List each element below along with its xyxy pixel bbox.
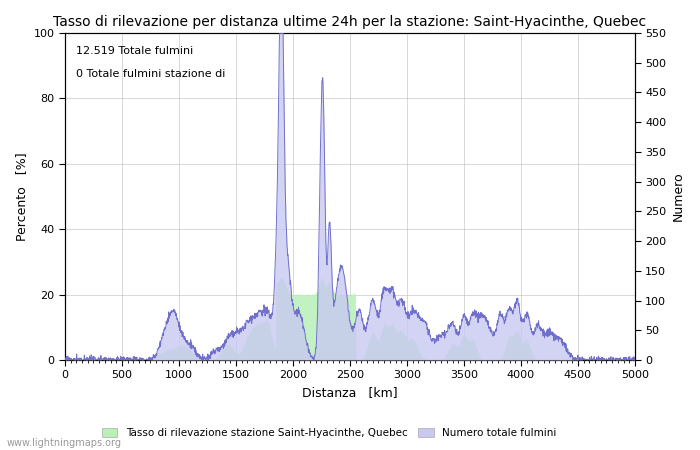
Text: 0 Totale fulmini stazione di: 0 Totale fulmini stazione di — [76, 69, 225, 79]
Y-axis label: Numero: Numero — [672, 171, 685, 221]
Text: 12.519 Totale fulmini: 12.519 Totale fulmini — [76, 46, 194, 56]
Title: Tasso di rilevazione per distanza ultime 24h per la stazione: Saint-Hyacinthe, Q: Tasso di rilevazione per distanza ultime… — [53, 15, 647, 29]
Legend: Tasso di rilevazione stazione Saint-Hyacinthe, Quebec, Numero totale fulmini: Tasso di rilevazione stazione Saint-Hyac… — [97, 424, 561, 442]
X-axis label: Distanza   [km]: Distanza [km] — [302, 386, 398, 399]
Y-axis label: Percento   [%]: Percento [%] — [15, 152, 28, 241]
Text: www.lightningmaps.org: www.lightningmaps.org — [7, 438, 122, 448]
